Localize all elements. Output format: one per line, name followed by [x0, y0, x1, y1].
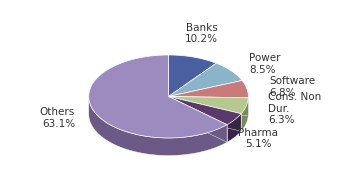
- Polygon shape: [169, 63, 242, 96]
- Text: Others
63.1%: Others 63.1%: [40, 107, 75, 128]
- Polygon shape: [169, 55, 216, 96]
- Polygon shape: [169, 96, 241, 125]
- Polygon shape: [169, 96, 227, 142]
- Polygon shape: [89, 55, 227, 138]
- Polygon shape: [169, 96, 248, 115]
- Polygon shape: [89, 97, 227, 155]
- Polygon shape: [241, 98, 248, 131]
- Text: Banks
10.2%: Banks 10.2%: [185, 23, 218, 44]
- Polygon shape: [169, 96, 227, 142]
- Text: Software
6.8%: Software 6.8%: [269, 76, 315, 98]
- Polygon shape: [169, 96, 241, 131]
- Text: Pharma
5.1%: Pharma 5.1%: [238, 128, 278, 149]
- Polygon shape: [169, 80, 248, 98]
- Polygon shape: [169, 96, 241, 131]
- Text: Power
8.5%: Power 8.5%: [249, 53, 281, 75]
- Polygon shape: [227, 114, 241, 142]
- Polygon shape: [169, 96, 248, 114]
- Polygon shape: [169, 96, 248, 115]
- Text: Cons. Non
Dur.
6.3%: Cons. Non Dur. 6.3%: [268, 92, 321, 125]
